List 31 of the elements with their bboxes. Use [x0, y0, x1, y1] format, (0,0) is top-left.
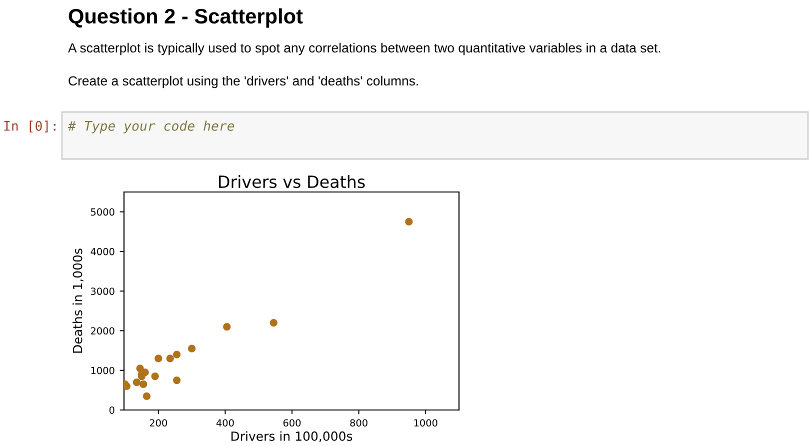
point: [223, 322, 231, 331]
point: [140, 380, 148, 388]
x-tick-label: 600: [283, 419, 301, 427]
point: [154, 354, 162, 362]
y-axis-title: Deaths in 1,000s: [72, 248, 84, 353]
point: [172, 350, 181, 358]
text: Question 2 - Scatterplot: [68, 8, 303, 28]
x-tick-label: 400: [216, 419, 234, 427]
x-tick-label: 1000: [414, 419, 438, 427]
y-tick-label: 5000: [90, 208, 114, 216]
point: [166, 354, 174, 362]
text: In [0]:: [4, 120, 56, 132]
y-tick-label: 0: [109, 406, 114, 414]
x-tick-label: 800: [350, 419, 368, 427]
point: [405, 218, 413, 226]
point: [142, 392, 151, 400]
y-tick-label: 2000: [90, 327, 114, 335]
x-axis-title: Drivers in 100,000s: [231, 431, 352, 442]
chart-title: Drivers vs Deaths: [219, 175, 365, 188]
y-tick-label: 1000: [91, 366, 114, 374]
text: # Type your code here: [68, 120, 234, 134]
y-tick-label: 4000: [90, 248, 114, 256]
point: [270, 318, 278, 327]
point: [172, 376, 181, 384]
text: Create a scatterplot using the 'drivers' and 'deaths' columns.: [68, 76, 418, 88]
point: [132, 378, 140, 386]
x-tick-label: 200: [150, 419, 168, 427]
text: A scatterplot is typically used to spot any correlations between two quantitative variables in a data set.: [68, 42, 660, 56]
point: [151, 372, 159, 380]
point: [188, 344, 196, 352]
y-tick-label: 3000: [90, 288, 114, 295]
